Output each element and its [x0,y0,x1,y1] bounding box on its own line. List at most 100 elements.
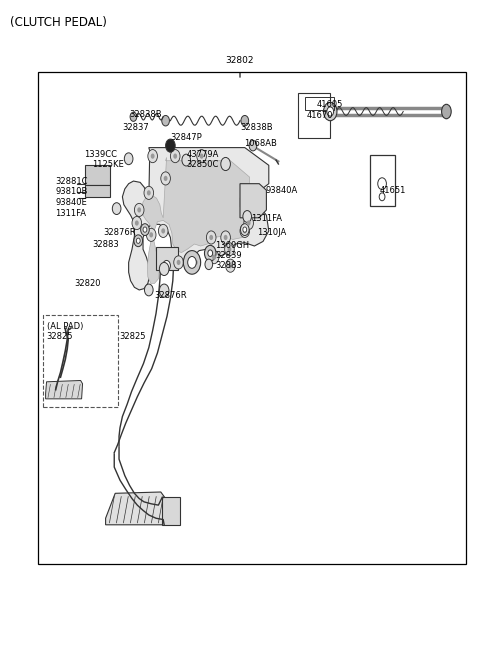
Circle shape [206,231,216,244]
Text: 32883: 32883 [215,261,242,270]
Circle shape [204,245,216,261]
Circle shape [161,228,165,234]
Circle shape [112,203,121,215]
Circle shape [159,284,169,297]
Circle shape [136,238,140,243]
Circle shape [149,232,153,237]
Polygon shape [240,184,266,218]
Bar [162,497,180,525]
Circle shape [226,259,235,272]
Text: 1311FA: 1311FA [251,214,282,223]
Circle shape [147,190,151,195]
Circle shape [249,140,257,151]
Circle shape [137,207,141,213]
Text: 41670: 41670 [306,111,333,120]
Text: 32883: 32883 [92,239,119,249]
Circle shape [197,150,206,163]
Circle shape [228,263,232,268]
Ellipse shape [442,104,451,119]
Bar [38,72,466,564]
Circle shape [177,260,180,265]
Text: 1339CC: 1339CC [84,150,117,159]
Circle shape [209,235,213,240]
Circle shape [173,154,177,159]
Circle shape [182,154,191,166]
Circle shape [183,251,201,274]
Text: 93840A: 93840A [265,186,298,195]
Bar [85,185,110,197]
Circle shape [161,172,170,185]
Bar [85,165,110,185]
Circle shape [163,260,170,271]
Circle shape [225,243,234,256]
Circle shape [134,203,144,216]
Circle shape [143,227,147,232]
Text: 32838B: 32838B [240,123,273,132]
Bar [298,93,330,138]
Circle shape [228,247,231,252]
Text: 93840E: 93840E [55,197,87,207]
Text: (CLUTCH PEDAL): (CLUTCH PEDAL) [10,16,107,30]
Circle shape [151,154,155,159]
Circle shape [208,250,213,256]
Circle shape [224,235,228,240]
Text: 1311FA: 1311FA [55,209,86,218]
Circle shape [212,255,216,260]
Text: 32847P: 32847P [170,133,202,142]
Polygon shape [122,148,269,290]
Circle shape [205,259,213,270]
Text: 41605: 41605 [317,100,343,110]
Text: 32838B: 32838B [130,110,162,119]
Circle shape [240,224,250,237]
Circle shape [124,153,133,165]
Text: (AL PAD): (AL PAD) [47,322,83,331]
Circle shape [243,211,252,222]
Bar [370,155,395,206]
Text: 1310JA: 1310JA [257,228,287,237]
Circle shape [200,154,204,159]
Circle shape [240,224,249,236]
Circle shape [141,224,149,236]
Circle shape [244,216,253,230]
Circle shape [241,115,249,126]
Circle shape [134,235,143,247]
Circle shape [209,251,219,264]
Circle shape [132,216,142,230]
Circle shape [324,102,337,121]
Circle shape [130,112,137,121]
Circle shape [191,256,201,269]
Circle shape [144,284,153,296]
Polygon shape [142,157,250,283]
Circle shape [164,176,168,181]
Circle shape [243,228,247,234]
Bar [305,97,334,110]
Circle shape [194,260,198,265]
Circle shape [174,256,183,269]
Text: 32850C: 32850C [186,160,218,169]
Circle shape [221,157,230,171]
Circle shape [159,262,169,276]
Text: 43779A: 43779A [186,150,218,159]
Circle shape [170,150,180,163]
Circle shape [162,115,169,126]
Circle shape [247,220,251,226]
Circle shape [221,231,230,244]
Text: 93810B: 93810B [55,187,87,196]
Circle shape [378,178,386,190]
Text: 32839: 32839 [215,251,241,260]
Circle shape [144,186,154,199]
Circle shape [188,256,196,268]
Circle shape [158,224,168,237]
Circle shape [379,193,385,201]
Text: 1125KE: 1125KE [92,160,124,169]
Text: 41651: 41651 [379,186,406,195]
Text: 32825: 32825 [119,332,145,341]
Circle shape [148,150,157,163]
Text: 32837: 32837 [122,123,149,132]
Text: 32825: 32825 [47,332,73,341]
Bar [156,247,178,270]
Circle shape [135,220,139,226]
Polygon shape [46,380,83,399]
Circle shape [327,107,334,116]
Circle shape [243,227,247,232]
